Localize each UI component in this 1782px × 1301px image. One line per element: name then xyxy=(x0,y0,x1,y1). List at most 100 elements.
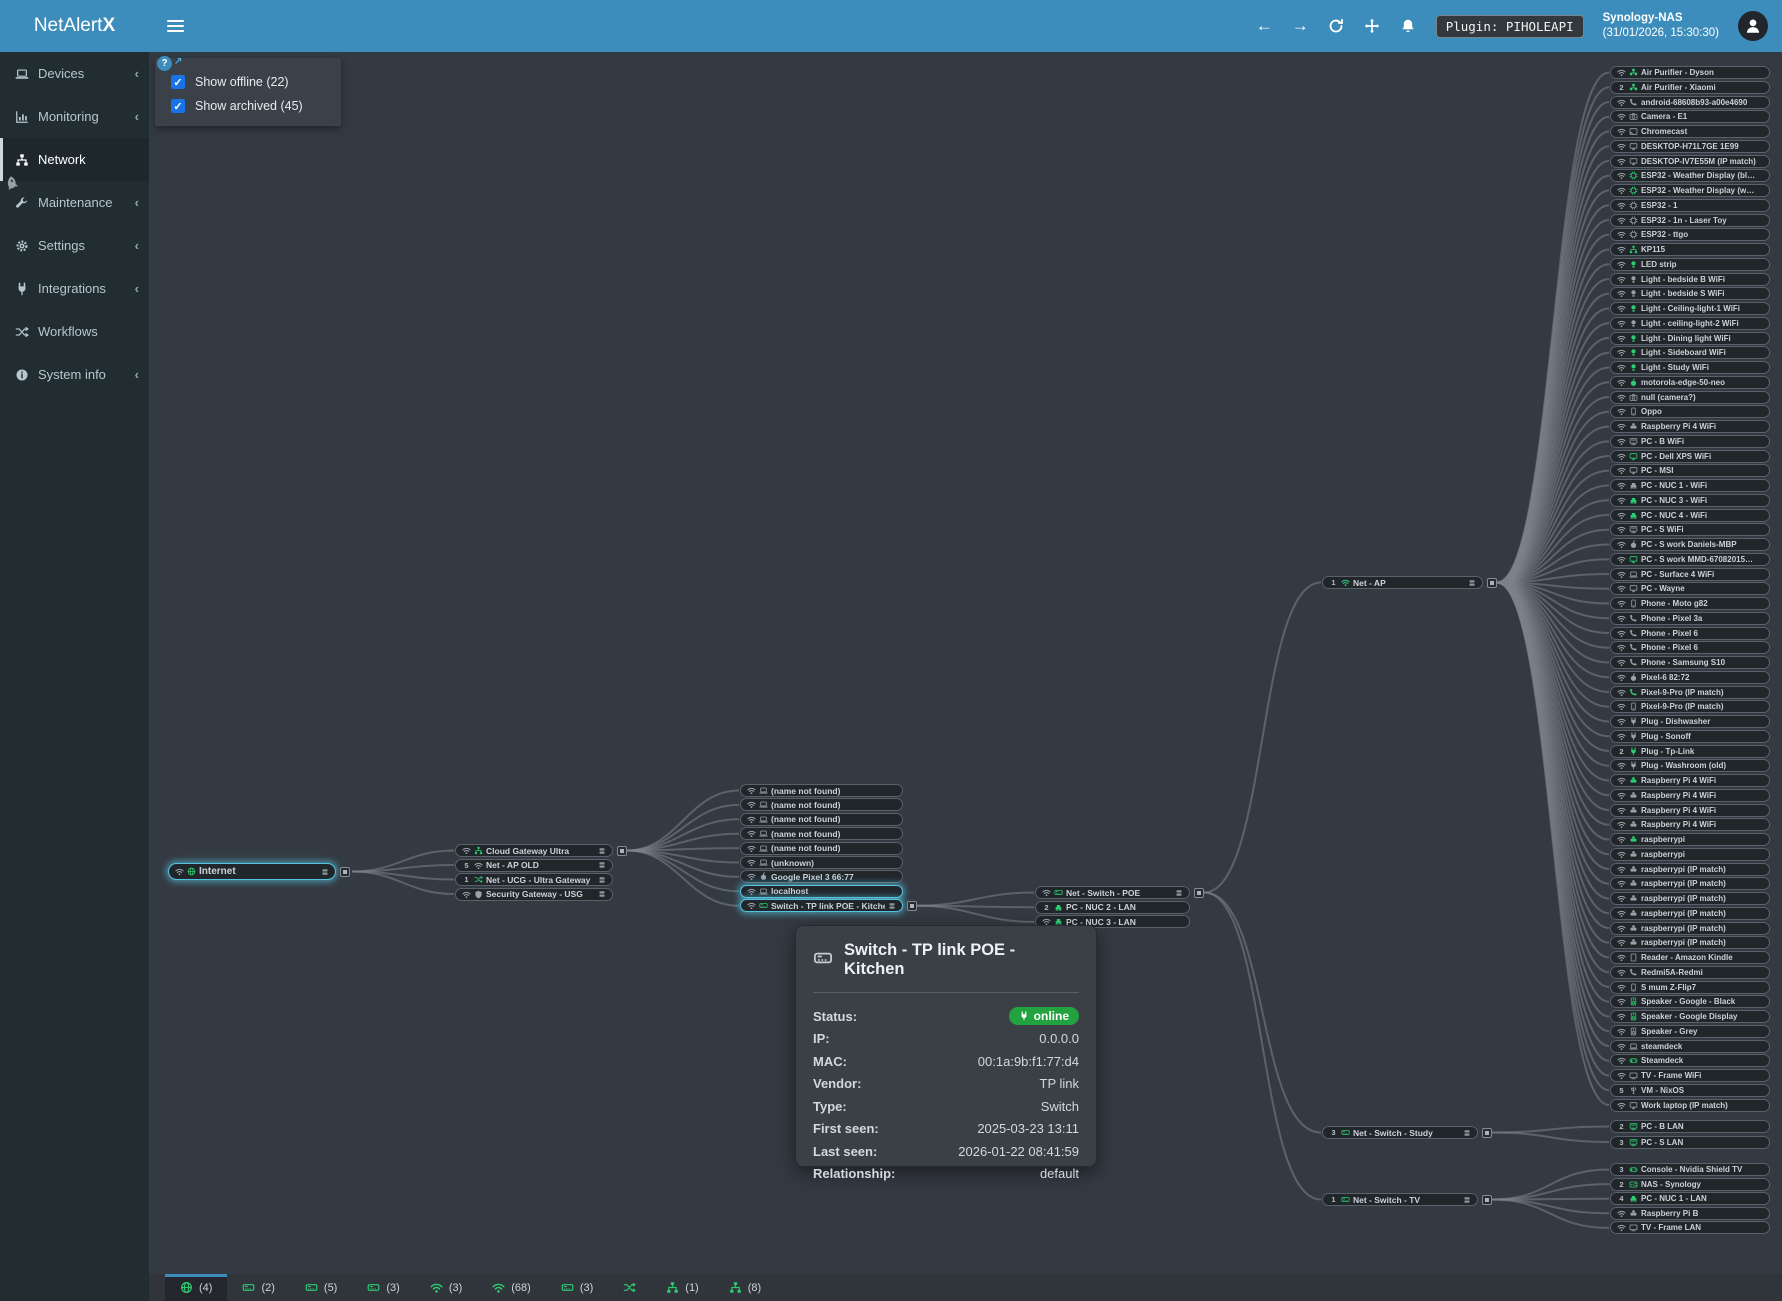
notifications-bell-icon[interactable] xyxy=(1400,18,1417,35)
device-type-tab-globe-0[interactable]: (4) xyxy=(165,1274,228,1301)
device-node[interactable]: Cloud Gateway Ultra xyxy=(455,844,627,857)
device-node[interactable]: PC - Surface 4 WiFi xyxy=(1610,567,1770,581)
user-avatar[interactable] xyxy=(1738,11,1768,41)
sidebar-item-maintenance[interactable]: Maintenance ‹ xyxy=(0,181,149,224)
device-node[interactable]: PC - B WiFi xyxy=(1610,434,1770,448)
device-node[interactable]: (name not found) xyxy=(740,812,903,826)
help-icon[interactable]: ? xyxy=(157,56,172,71)
device-node[interactable]: Speaker - Google - Black xyxy=(1610,995,1770,1009)
device-node[interactable]: KP115 xyxy=(1610,243,1770,256)
device-node[interactable]: Pixel-6 82:72 xyxy=(1610,670,1770,684)
device-node[interactable]: android-68608b93-a00e4690 xyxy=(1610,95,1770,109)
device-node[interactable]: LED strip xyxy=(1610,257,1770,271)
device-node[interactable]: raspberrypi xyxy=(1610,833,1770,846)
device-node[interactable]: Oppo xyxy=(1610,405,1770,419)
device-node[interactable]: Phone - Samsung S10 xyxy=(1610,656,1770,669)
device-node[interactable]: PC - NUC 1 - WiFi xyxy=(1610,479,1770,492)
collapse-cluster-button[interactable] xyxy=(907,900,917,911)
device-node[interactable]: Light - Dining light WiFi xyxy=(1610,331,1770,345)
device-type-tab-shuffle-7[interactable] xyxy=(608,1274,651,1301)
device-node[interactable]: TV - Frame WiFi xyxy=(1610,1069,1770,1082)
device-node[interactable]: raspberrypi (IP match) xyxy=(1610,906,1770,920)
device-node[interactable]: 2 Air Purifier - Xiaomi xyxy=(1610,80,1770,94)
device-type-tab-wifi-5[interactable]: (68) xyxy=(477,1274,546,1301)
device-node[interactable]: (name not found) xyxy=(740,784,903,797)
move-icon[interactable] xyxy=(1364,18,1381,35)
device-node[interactable]: PC - NUC 4 - WiFi xyxy=(1610,508,1770,522)
plugin-status-badge[interactable]: Plugin: PIHOLEAPI xyxy=(1435,14,1584,38)
device-node[interactable]: (name not found) xyxy=(740,841,903,855)
device-node[interactable]: Redmi5A-Redmi xyxy=(1610,965,1770,979)
device-type-tab-switch-6[interactable]: (3) xyxy=(546,1274,608,1301)
device-node[interactable]: 3 PC - S LAN xyxy=(1610,1135,1770,1149)
device-node[interactable]: raspberrypi xyxy=(1610,847,1770,861)
device-node[interactable]: ESP32 - 1 xyxy=(1610,198,1770,212)
device-node[interactable]: Light - Sideboard WiFi xyxy=(1610,346,1770,360)
app-logo[interactable]: NetAlertX xyxy=(0,0,149,52)
device-node[interactable]: Speaker - Google Display xyxy=(1610,1010,1770,1023)
device-node[interactable]: PC - NUC 3 - WiFi xyxy=(1610,493,1770,507)
device-node[interactable]: raspberrypi (IP match) xyxy=(1610,892,1770,905)
device-node[interactable]: PC - S WiFi xyxy=(1610,523,1770,537)
collapse-cluster-button[interactable] xyxy=(1487,577,1497,588)
device-node[interactable]: 1 Net - AP xyxy=(1322,576,1497,589)
device-node[interactable]: 5 VM - NixOS xyxy=(1610,1083,1770,1097)
device-node[interactable]: Plug - Dishwasher xyxy=(1610,715,1770,728)
device-node[interactable]: PC - S work MMD-67082015… xyxy=(1610,552,1770,566)
device-node[interactable]: Plug - Sonoff xyxy=(1610,729,1770,743)
device-node[interactable]: 2 Plug - Tp-Link xyxy=(1610,744,1770,758)
device-node[interactable]: 2 PC - B LAN xyxy=(1610,1120,1770,1133)
device-node[interactable]: (name not found) xyxy=(740,798,903,812)
device-node[interactable]: Reader - Amazon Kindle xyxy=(1610,951,1770,964)
collapse-cluster-button[interactable] xyxy=(340,866,350,877)
device-node[interactable]: Net - Switch - POE xyxy=(1035,886,1204,899)
device-type-tab-switch-2[interactable]: (5) xyxy=(290,1274,352,1301)
device-node[interactable]: null (camera?) xyxy=(1610,390,1770,404)
device-node[interactable]: ESP32 - Weather Display (w… xyxy=(1610,184,1770,197)
device-node[interactable]: Google Pixel 3 66:77 xyxy=(740,870,903,884)
device-type-tab-wifi-4[interactable]: (3) xyxy=(415,1274,477,1301)
device-node[interactable]: Pixel-9-Pro (IP match) xyxy=(1610,685,1770,699)
sidebar-item-settings[interactable]: Settings ‹ xyxy=(0,224,149,267)
device-node[interactable]: Light - Study WiFi xyxy=(1610,361,1770,374)
device-node[interactable]: ESP32 - Weather Display (bl… xyxy=(1610,169,1770,183)
back-arrow-icon[interactable]: ← xyxy=(1255,16,1273,35)
device-node[interactable]: Light - bedside S WiFi xyxy=(1610,287,1770,301)
device-node[interactable]: 3 Console - Nvidia Shield TV xyxy=(1610,1163,1770,1176)
device-node[interactable]: raspberrypi (IP match) xyxy=(1610,862,1770,876)
device-node[interactable]: ESP32 - ttgo xyxy=(1610,228,1770,242)
device-node[interactable]: steamdeck xyxy=(1610,1039,1770,1053)
device-node[interactable]: Internet xyxy=(168,863,350,880)
device-node[interactable]: 4 PC - NUC 1 - LAN xyxy=(1610,1192,1770,1206)
device-node[interactable]: Light - bedside B WiFi xyxy=(1610,272,1770,286)
device-node[interactable]: ESP32 - 1n - Laser Toy xyxy=(1610,213,1770,227)
collapse-cluster-button[interactable] xyxy=(617,845,627,856)
sidebar-toggle-button[interactable] xyxy=(167,20,184,32)
device-node[interactable]: Plug - Washroom (old) xyxy=(1610,759,1770,773)
device-node[interactable]: Light - Ceiling-light-1 WiFi xyxy=(1610,302,1770,315)
device-node[interactable]: 1 Net - UCG - Ultra Gateway xyxy=(455,873,613,886)
refresh-icon[interactable] xyxy=(1328,18,1345,35)
device-node[interactable]: PC - S work Daniels-MBP xyxy=(1610,538,1770,551)
device-node[interactable]: raspberrypi (IP match) xyxy=(1610,921,1770,935)
device-node[interactable]: Raspberry Pi 4 WiFi xyxy=(1610,420,1770,433)
external-link-icon[interactable]: ↗ xyxy=(174,56,183,67)
device-node[interactable]: Phone - Pixel 3a xyxy=(1610,611,1770,625)
device-node[interactable]: DESKTOP-IV7E55M (IP match) xyxy=(1610,154,1770,168)
device-node[interactable]: Phone - Moto g82 xyxy=(1610,597,1770,610)
device-node[interactable]: 2 NAS - Synology xyxy=(1610,1177,1770,1191)
device-node[interactable]: Raspberry Pi 4 WiFi xyxy=(1610,788,1770,802)
device-node[interactable]: 1 Net - Switch - TV xyxy=(1322,1193,1492,1206)
device-node[interactable]: Raspberry Pi 4 WiFi xyxy=(1610,818,1770,832)
sidebar-item-integrations[interactable]: Integrations ‹ xyxy=(0,267,149,310)
device-node[interactable]: 2 PC - NUC 2 - LAN xyxy=(1035,900,1190,914)
device-node[interactable]: Raspberry Pi B xyxy=(1610,1206,1770,1220)
device-node[interactable]: Pixel-9-Pro (IP match) xyxy=(1610,700,1770,714)
device-node[interactable]: Security Gateway - USG xyxy=(455,887,613,901)
device-node[interactable]: motorola-edge-50-neo xyxy=(1610,375,1770,389)
device-node[interactable]: raspberrypi (IP match) xyxy=(1610,877,1770,891)
sidebar-item-network[interactable]: Network xyxy=(0,138,149,181)
collapse-cluster-button[interactable] xyxy=(1194,887,1204,898)
device-node[interactable]: TV - Frame LAN xyxy=(1610,1221,1770,1235)
show-offline-checkbox[interactable]: ✓ xyxy=(171,75,185,89)
